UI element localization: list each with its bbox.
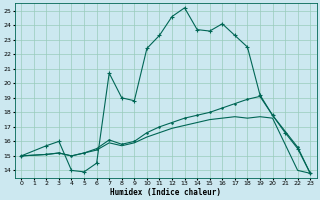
X-axis label: Humidex (Indice chaleur): Humidex (Indice chaleur) — [110, 188, 221, 197]
